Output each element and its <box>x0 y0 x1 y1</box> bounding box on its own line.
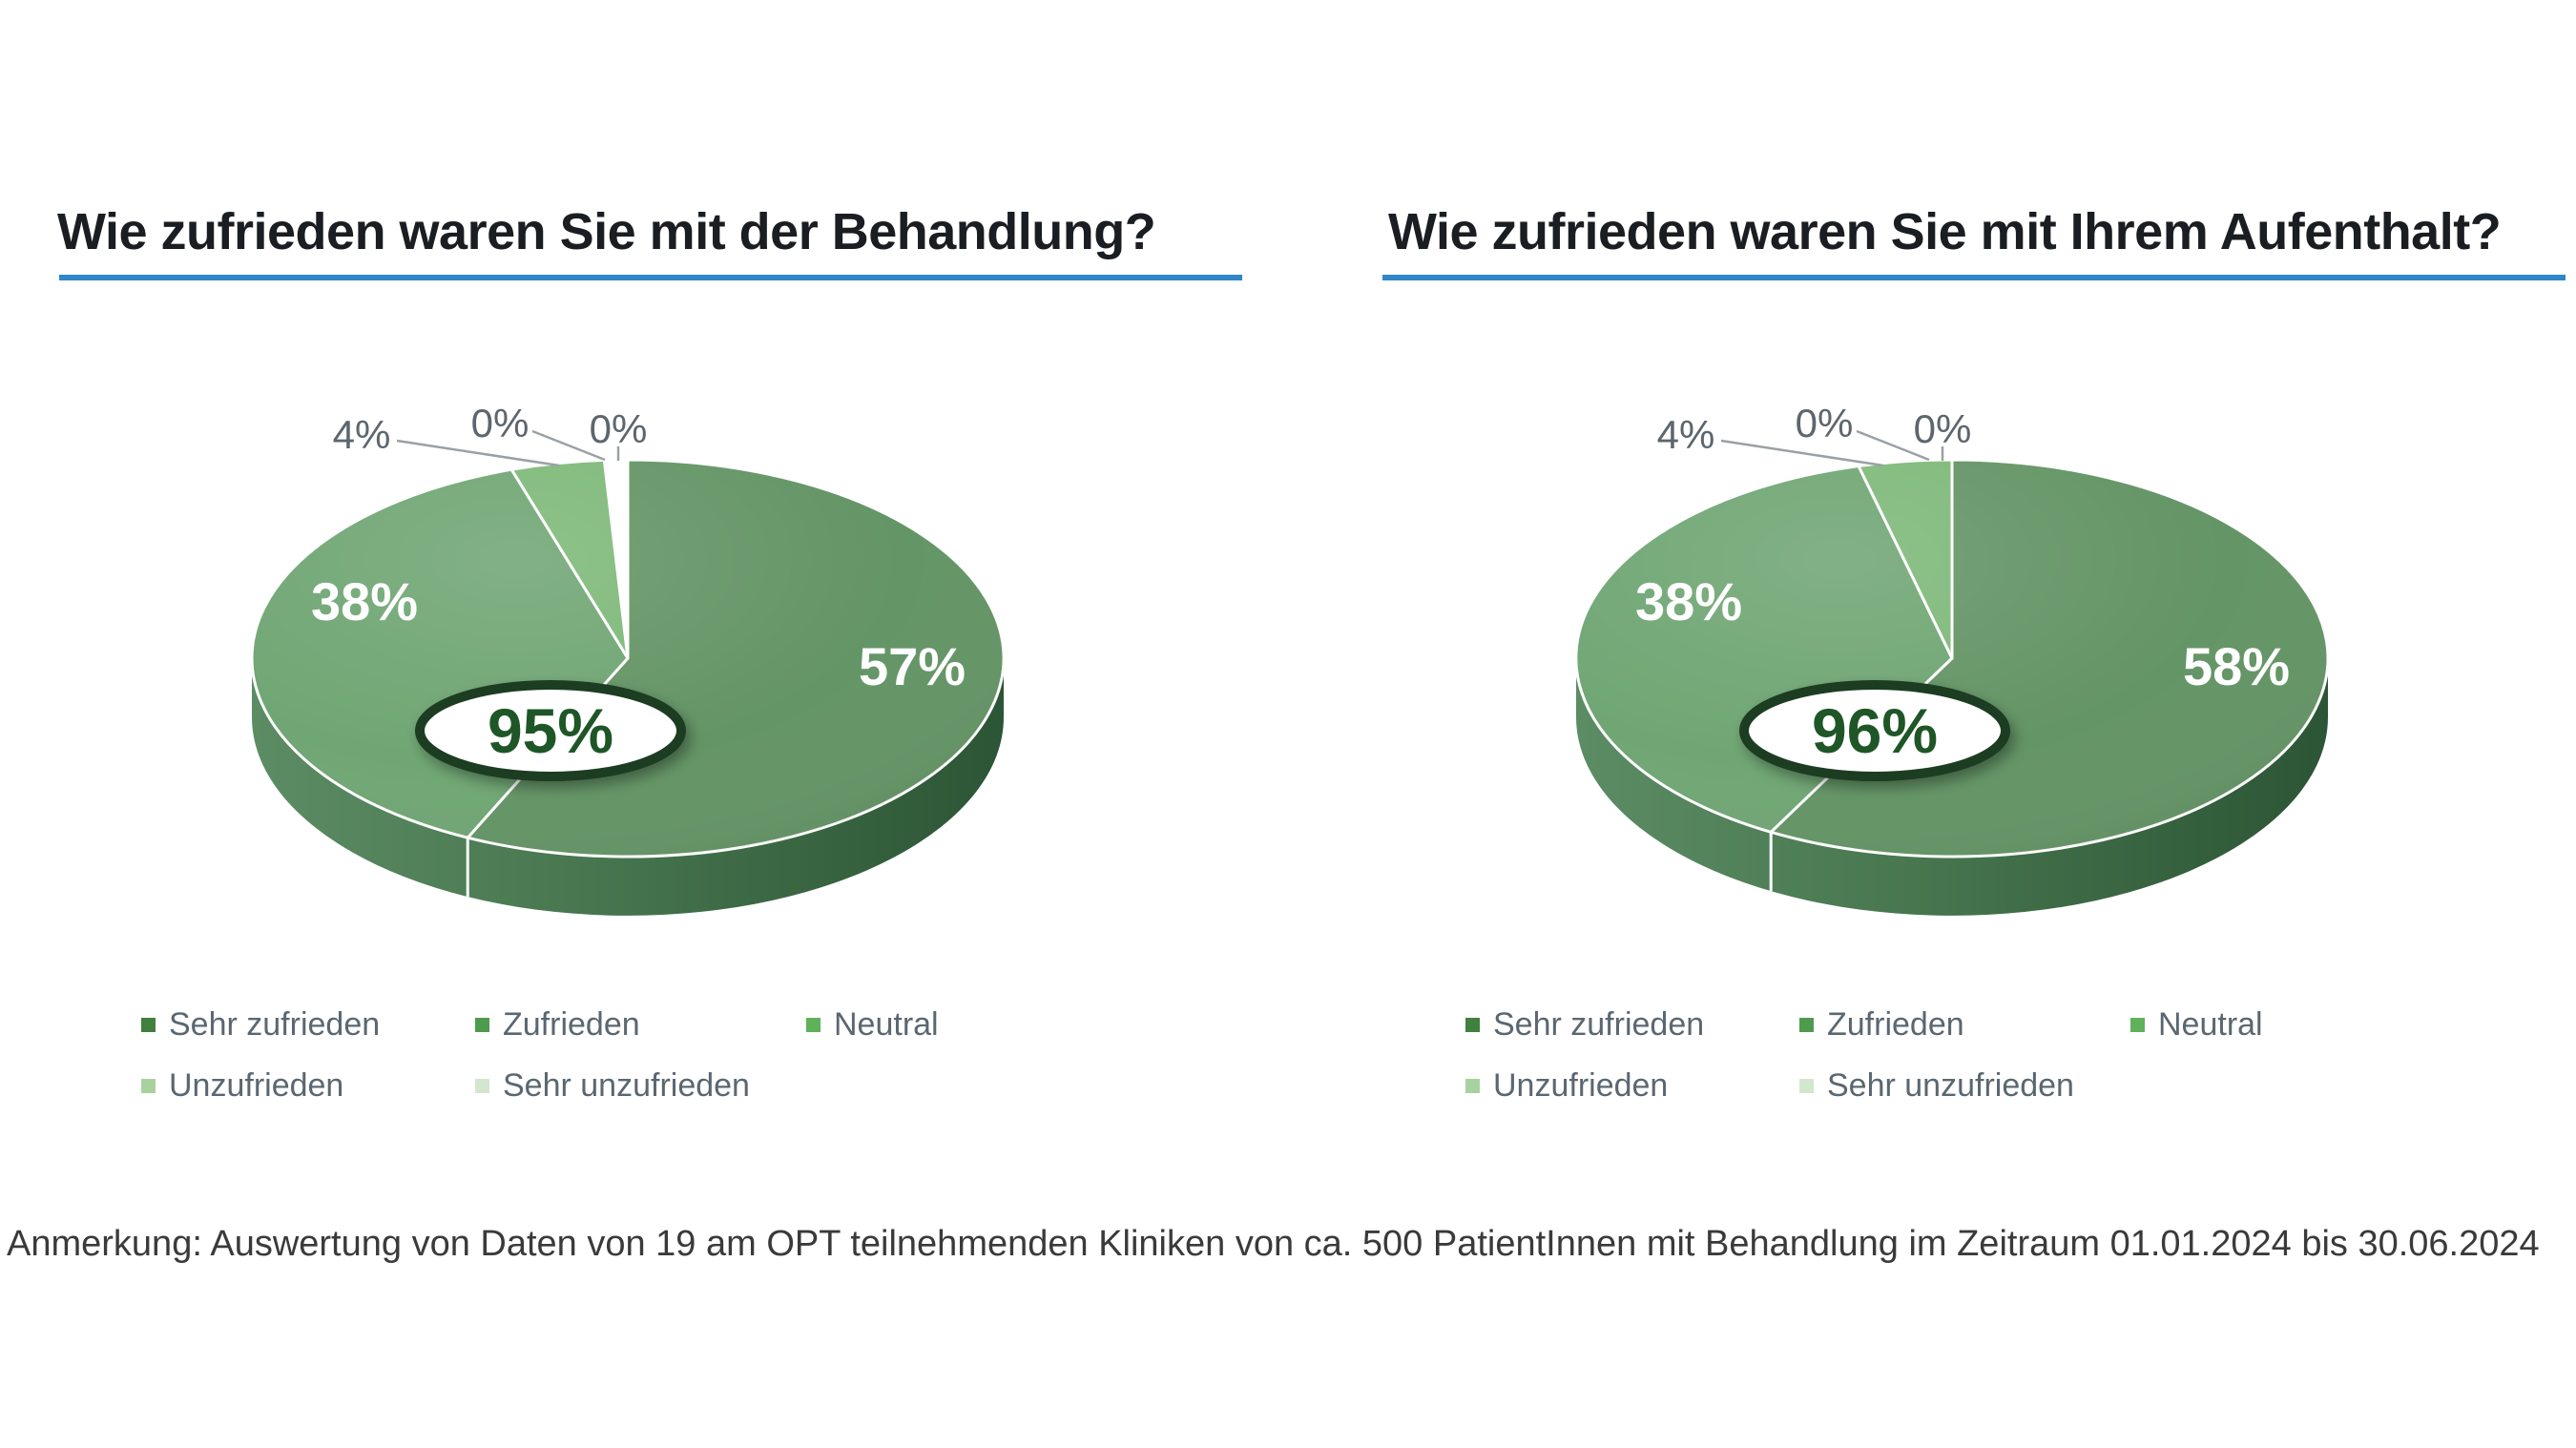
total-badge <box>415 680 686 781</box>
legend-swatch <box>806 1017 821 1032</box>
slice-label-outside-unzufrieden: 0% <box>471 401 530 445</box>
slice-label-outside-sehr-unzufrieden: 0% <box>1914 406 1972 451</box>
legend-item-sehr-zufrieden: Sehr zufrieden <box>141 1003 380 1045</box>
pie-chart-aufenthalt: 4% 0% 0% 58% 38% 96% <box>1574 401 2330 916</box>
title-underline-right <box>1382 275 2566 280</box>
slice-label-inside-sehr-zufrieden: 58% <box>2183 636 2290 696</box>
total-badge-value: 95% <box>488 695 613 766</box>
legend-swatch <box>1465 1017 1480 1032</box>
slice-label-outside-sehr-unzufrieden: 0% <box>590 406 648 451</box>
total-badge <box>1739 680 2010 781</box>
legend-label: Sehr zufrieden <box>1493 1005 1705 1043</box>
slice-label-outside-unzufrieden: 0% <box>1796 401 1854 445</box>
legend-item-sehr-unzufrieden: Sehr unzufrieden <box>475 1065 750 1107</box>
legend-item-zufrieden: Zufrieden <box>475 1003 640 1045</box>
legend-item-neutral: Neutral <box>2130 1003 2263 1045</box>
legend-swatch <box>1799 1017 1814 1032</box>
slice-label-outside-neutral: 4% <box>333 412 391 457</box>
slice-label-inside-zufrieden: 38% <box>1635 571 1742 631</box>
slice-label-inside-zufrieden: 38% <box>311 571 418 631</box>
legend-swatch <box>475 1017 489 1032</box>
legend-swatch <box>475 1078 489 1093</box>
chart-title-right: Wie zufrieden waren Sie mit Ihrem Aufent… <box>1388 203 2502 260</box>
legend-left: Sehr zufrieden Zufrieden Neutral Unzufriede… <box>141 1003 1191 1137</box>
legend-item-sehr-unzufrieden: Sehr unzufrieden <box>1799 1065 2074 1107</box>
legend-label: Zufrieden <box>1827 1005 1964 1043</box>
legend-item-neutral: Neutral <box>806 1003 939 1045</box>
footnote: Anmerkung: Auswertung von Daten von 19 a… <box>7 1224 2540 1264</box>
leader-line <box>1856 429 1930 462</box>
pie-chart-behandlung: 4% 0% 0% 57% 38% 95% <box>250 401 1006 916</box>
legend-swatch <box>141 1078 156 1093</box>
title-underline-left <box>59 275 1242 280</box>
leader-line <box>1720 439 1884 467</box>
legend-swatch <box>1465 1078 1480 1093</box>
slice-label-inside-sehr-zufrieden: 57% <box>859 636 966 696</box>
total-badge-value: 96% <box>1812 695 1938 766</box>
legend-label: Sehr unzufrieden <box>1827 1066 2074 1104</box>
leader-line <box>531 429 606 462</box>
chart-title-left: Wie zufrieden waren Sie mit der Behandlu… <box>57 203 1156 260</box>
legend-item-sehr-zufrieden: Sehr zufrieden <box>1465 1003 1704 1045</box>
leader-line <box>396 439 560 467</box>
legend-label: Unzufrieden <box>1493 1066 1669 1104</box>
legend-item-unzufrieden: Unzufrieden <box>141 1065 343 1107</box>
legend-item-zufrieden: Zufrieden <box>1799 1003 1964 1045</box>
legend-swatch <box>141 1017 156 1032</box>
slice-label-outside-neutral: 4% <box>1657 412 1715 457</box>
legend-label: Neutral <box>834 1005 939 1043</box>
legend-label: Sehr unzufrieden <box>503 1066 750 1104</box>
legend-right: Sehr zufrieden Zufrieden Neutral Unzufriede… <box>1465 1003 2515 1137</box>
legend-item-unzufrieden: Unzufrieden <box>1465 1065 1668 1107</box>
legend-label: Neutral <box>2158 1005 2263 1043</box>
legend-swatch <box>2130 1017 2145 1032</box>
legend-label: Sehr zufrieden <box>169 1005 381 1043</box>
legend-label: Unzufrieden <box>169 1066 344 1104</box>
legend-label: Zufrieden <box>503 1005 640 1043</box>
legend-swatch <box>1799 1078 1814 1093</box>
